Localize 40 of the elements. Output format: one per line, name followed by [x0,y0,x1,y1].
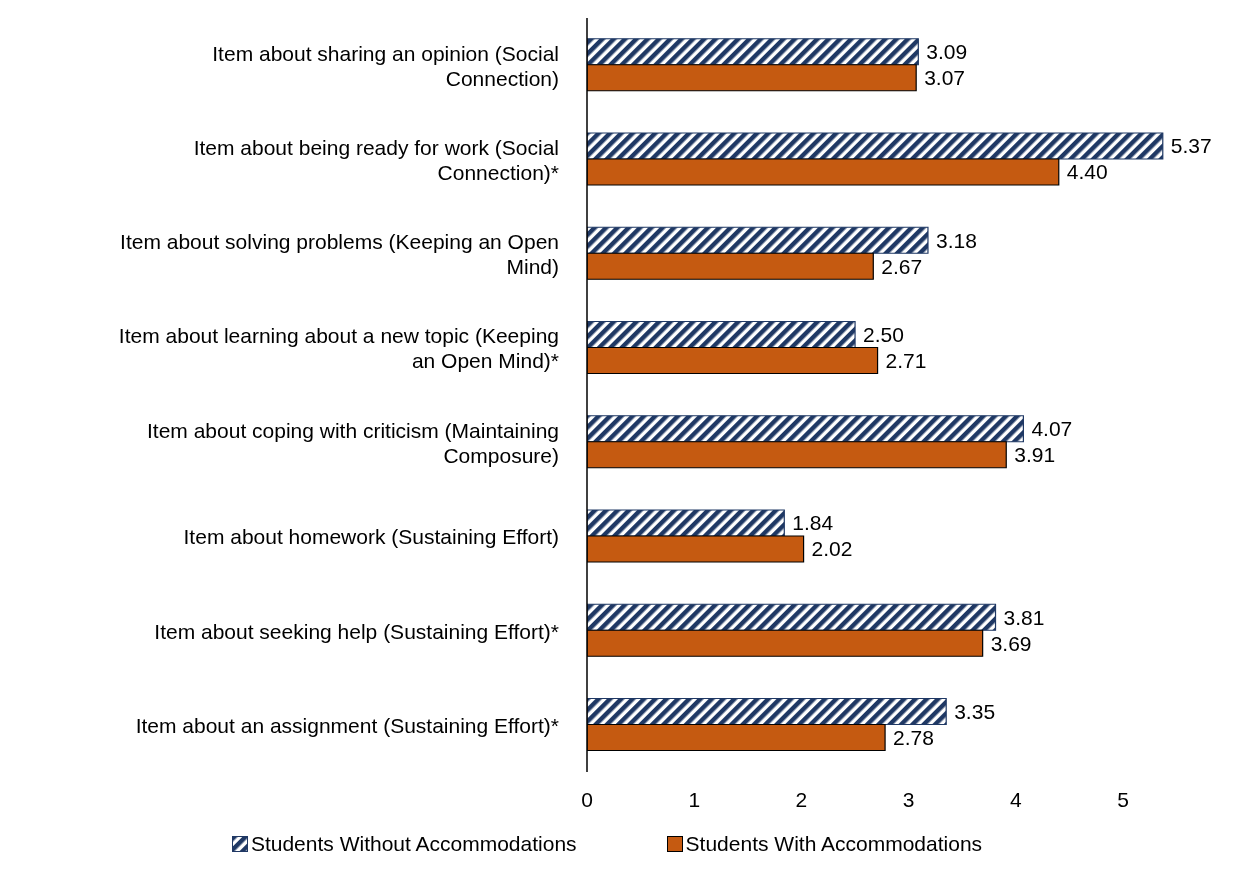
y-tick-label: Item about solving problems (Keeping an Open Mind) [120,229,559,278]
data-label: 2.67 [881,254,923,278]
bar [587,320,856,349]
data-label: 4.40 [1066,160,1108,184]
data-label: 1.84 [792,511,834,535]
x-tick-label: 2 [795,787,808,811]
bar [587,132,1164,160]
bar [587,38,919,66]
data-label: 2.78 [893,725,934,749]
bar [587,226,929,254]
data-label: 2.50 [863,322,904,346]
bar [587,603,997,631]
data-label: 2.71 [885,348,927,372]
x-tick-label: 1 [688,787,701,811]
y-tick-label: Item about an assignment (Sustaining Effort)* [135,713,559,737]
data-label: 3.91 [1014,443,1056,467]
data-label: 4.07 [1031,417,1073,441]
x-tick-label: 0 [581,787,593,811]
y-tick-label: Item about being ready for work (Social Connection)* [193,135,559,184]
y-tick-label: Item about seeking help (Sustaining Effort)* [154,619,559,643]
bar [587,509,785,537]
data-label: 5.37 [1170,134,1212,158]
y-tick-label: Item about homework (Sustaining Effort) [183,524,559,548]
data-label: 2.02 [811,537,853,561]
y-tick-label: Item about learning about a new topic (Keeping an Open Mind)* [118,323,559,372]
x-tick-label: 5 [1117,787,1129,811]
y-tick-label: Item about coping with criticism (Maintaining Composure) [146,418,559,467]
legend-label: Students With Accommodations [685,832,983,856]
y-tick-label: Item about sharing an opinion (Social Connection) [212,41,559,90]
data-label: 3.81 [1003,605,1045,629]
bar [587,415,1024,443]
data-label: 3.69 [990,631,1032,655]
bar [587,697,947,726]
legend-label: Students Without Accommodations [250,832,577,856]
x-tick-label: 4 [1010,787,1023,811]
data-label: 3.18 [935,228,977,252]
x-tick-label: 3 [902,787,915,811]
data-label: 3.35 [954,699,996,723]
data-label: 3.07 [924,66,966,90]
data-label: 3.09 [926,40,968,64]
